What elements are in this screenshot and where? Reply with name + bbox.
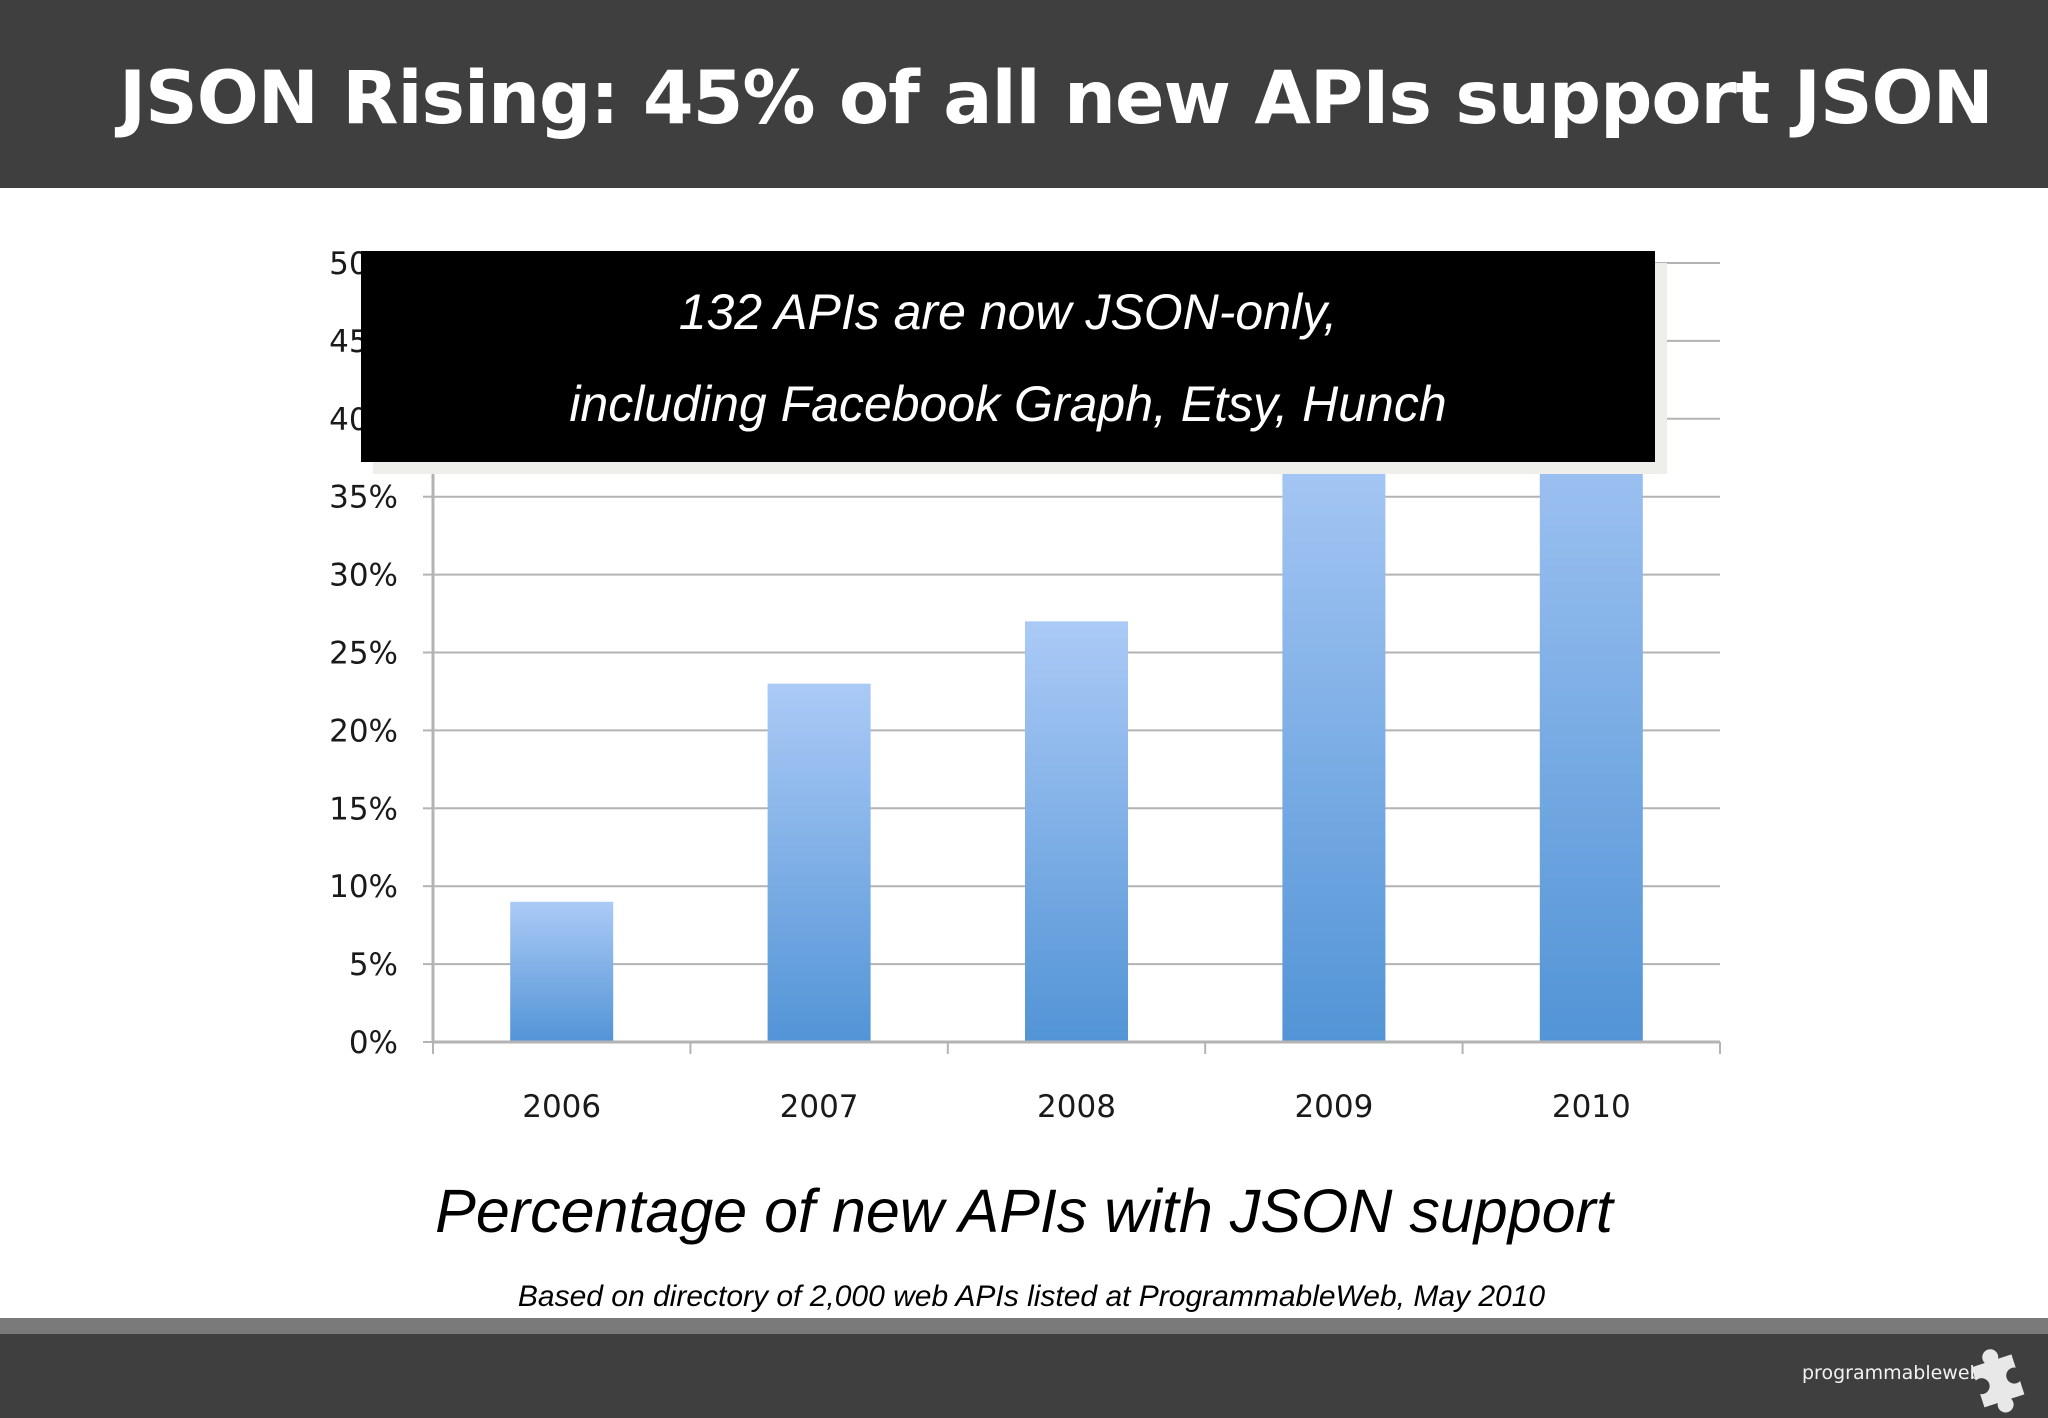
- y-tick-label: 10%: [329, 869, 398, 905]
- y-tick-label: 15%: [329, 791, 398, 827]
- x-tick-label: 2010: [1552, 1089, 1631, 1125]
- bar-2006: [510, 901, 614, 1042]
- x-tick-label: 2007: [780, 1089, 859, 1125]
- slide-header: JSON Rising: 45% of all new APIs support…: [0, 0, 2048, 188]
- bar-2008: [1025, 621, 1128, 1042]
- x-tick-label: 2009: [1294, 1089, 1373, 1125]
- chart-source-note: Based on directory of 2,000 web APIs lis…: [517, 1280, 1546, 1313]
- x-tick-label: 2008: [1037, 1089, 1116, 1125]
- y-tick-label: 5%: [349, 947, 398, 983]
- programmableweb-logo: programmableweb: [1802, 1338, 2032, 1414]
- x-tick-label: 2006: [522, 1089, 601, 1125]
- logo-wordmark: programmableweb: [1802, 1362, 1982, 1384]
- y-tick-label: 20%: [329, 713, 398, 749]
- footer-divider: [0, 1318, 2048, 1334]
- chart-caption: Percentage of new APIs with JSON support: [435, 1177, 1613, 1245]
- y-tick-label: 35%: [329, 480, 398, 516]
- slide-footer: [0, 1334, 2048, 1418]
- y-tick-label: 25%: [329, 636, 398, 672]
- bar-2009: [1282, 418, 1386, 1042]
- json-only-callout: 132 APIs are now JSON-only, including Fa…: [361, 251, 1655, 462]
- y-tick-label: 0%: [349, 1025, 398, 1061]
- callout-line-1: 132 APIs are now JSON-only,: [678, 284, 1338, 340]
- bar-chart: 0%5%10%15%20%25%30%35%40%45%50%200620072…: [329, 246, 1721, 1125]
- callout-line-2: including Facebook Graph, Etsy, Hunch: [569, 376, 1447, 432]
- bar-2007: [767, 683, 871, 1042]
- puzzle-piece-icon: [1971, 1349, 2025, 1413]
- slide-title: JSON Rising: 45% of all new APIs support…: [119, 56, 1994, 141]
- y-tick-label: 30%: [329, 558, 398, 594]
